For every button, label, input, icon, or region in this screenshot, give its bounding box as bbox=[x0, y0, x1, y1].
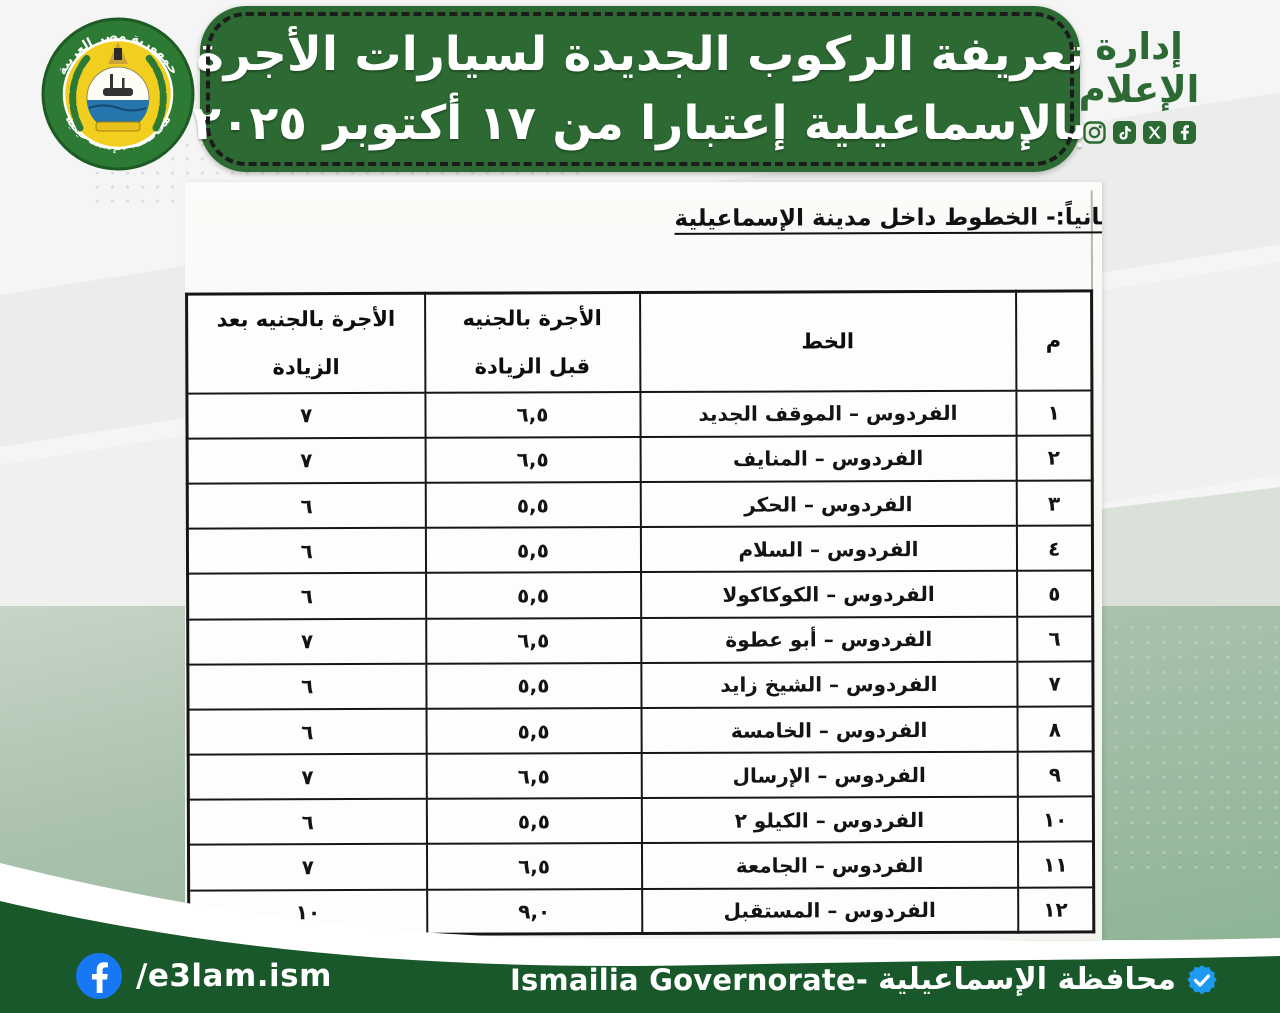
fare-before-cell: ٦,٥ bbox=[424, 391, 641, 438]
route-cell: الفردوس – الكوكاكولا bbox=[640, 571, 1017, 618]
fare-after-cell: ٧ bbox=[186, 392, 426, 439]
row-number-cell: ٨ bbox=[1017, 706, 1094, 752]
fare-after-cell: ٦ bbox=[188, 799, 427, 846]
title-line-2: بالإسماعيلية إعتبارا من ١٧ أكتوبر ٢٠٢٥ bbox=[192, 96, 1088, 151]
media-department-block: إدارة الإعلام bbox=[1024, 25, 1254, 145]
facebook-handle-group[interactable]: /e3lam.ism bbox=[76, 953, 332, 999]
row-number-cell: ٥ bbox=[1016, 570, 1093, 617]
facebook-circle-icon bbox=[76, 953, 122, 999]
fare-table-row: ٦ الفردوس – أبو عطوة ٦,٥ ٧ bbox=[187, 615, 1093, 665]
fare-after-cell: ٦ bbox=[187, 482, 426, 529]
route-cell: الفردوس – الإرسال bbox=[641, 751, 1018, 799]
fare-after-cell: ٦ bbox=[188, 708, 427, 755]
fare-before-cell: ٥,٥ bbox=[426, 707, 642, 754]
fare-table-row: ٥ الفردوس – الكوكاكولا ٥,٥ ٦ bbox=[187, 570, 1093, 620]
row-number-cell: ٧ bbox=[1016, 661, 1094, 707]
row-number-cell: ١ bbox=[1015, 390, 1093, 436]
page-name-english: Ismailia Governorate- bbox=[509, 962, 869, 997]
x-icon[interactable] bbox=[1142, 121, 1166, 145]
footer-bar: /e3lam.ism محافظة الإسماعيلية Ismailia G… bbox=[0, 951, 1280, 1013]
verified-badge-icon bbox=[1187, 964, 1217, 994]
fare-before-cell: ٥,٥ bbox=[425, 662, 642, 709]
row-number-cell: ٤ bbox=[1016, 525, 1093, 572]
fare-before-cell: ٦,٥ bbox=[426, 753, 642, 800]
row-number-cell: ٣ bbox=[1016, 480, 1093, 526]
media-dept-line-1: إدارة bbox=[1095, 25, 1183, 68]
title-banner: تعريفة الركوب الجديدة لسيارات الأجرة بال… bbox=[192, 6, 1088, 172]
row-number-cell: ٢ bbox=[1016, 435, 1093, 481]
fare-table-row: ١٠ الفردوس – الكيلو ٢ ٥,٥ ٦ bbox=[188, 796, 1094, 846]
footer-wave bbox=[0, 863, 1280, 1013]
fare-before-cell: ٥,٥ bbox=[425, 481, 641, 528]
social-icons-row bbox=[1024, 121, 1254, 145]
route-cell: الفردوس – السلام bbox=[640, 525, 1017, 573]
fare-after-cell: ٦ bbox=[187, 663, 427, 710]
governorate-logo: جمهورية مصر العربية محافظة الإسماعيلية bbox=[40, 16, 196, 172]
fare-table-header-row: م الخط الأجرة بالجنيه قبل الزيادة الأجرة… bbox=[186, 290, 1092, 394]
route-cell: الفردوس – الحكر bbox=[640, 480, 1017, 528]
route-cell: الفردوس – الشيخ زايد bbox=[640, 661, 1018, 708]
fare-after-cell: ٦ bbox=[187, 527, 426, 574]
fare-after-cell: ٧ bbox=[187, 618, 426, 665]
route-cell: الفردوس – أبو عطوة bbox=[640, 616, 1017, 663]
scanned-document: ثانياً:- الخطوط داخل مدينة الإسماعيلية م… bbox=[185, 182, 1102, 940]
facebook-icon[interactable] bbox=[1172, 121, 1196, 145]
fare-before-cell: ٦,٥ bbox=[425, 617, 641, 664]
instagram-icon[interactable] bbox=[1082, 121, 1106, 144]
page-name-arabic: محافظة الإسماعيلية bbox=[878, 962, 1176, 997]
fare-table-row: ١ الفردوس – الموقف الجديد ٦,٥ ٧ bbox=[186, 390, 1093, 439]
governorate-page-group[interactable]: محافظة الإسماعيلية Ismailia Governorate- bbox=[510, 962, 1218, 997]
media-dept-line-2: الإعلام bbox=[1078, 67, 1200, 111]
route-cell: الفردوس – المنايف bbox=[640, 435, 1017, 482]
fare-after-cell: ٧ bbox=[188, 753, 427, 800]
fare-table: م الخط الأجرة بالجنيه قبل الزيادة الأجرة… bbox=[185, 289, 1096, 937]
row-number-cell: ١٠ bbox=[1017, 796, 1094, 843]
fare-table-row: ٨ الفردوس – الخامسة ٥,٥ ٦ bbox=[188, 706, 1094, 755]
facebook-handle[interactable]: /e3lam.ism bbox=[136, 958, 332, 994]
route-cell: الفردوس – الخامسة bbox=[641, 706, 1018, 754]
fare-table-row: ٤ الفردوس – السلام ٥,٥ ٦ bbox=[187, 525, 1093, 574]
fare-before-cell: ٥,٥ bbox=[425, 572, 641, 619]
fare-before-cell: ٥,٥ bbox=[426, 798, 642, 845]
governorate-seal-icon: جمهورية مصر العربية محافظة الإسماعيلية bbox=[41, 17, 195, 171]
column-header-route: الخط bbox=[639, 291, 1016, 392]
route-cell: الفردوس – الكيلو ٢ bbox=[641, 796, 1018, 844]
row-number-cell: ٦ bbox=[1016, 615, 1093, 662]
fare-table-row: ٣ الفردوس – الحكر ٥,٥ ٦ bbox=[187, 480, 1093, 529]
title-line-1: تعريفة الركوب الجديدة لسيارات الأجرة bbox=[196, 26, 1084, 82]
fare-after-cell: ٦ bbox=[187, 573, 426, 620]
section-title: ثانياً:- الخطوط داخل مدينة الإسماعيلية bbox=[674, 204, 1102, 232]
row-number-cell: ٩ bbox=[1017, 751, 1094, 797]
column-header-number: م bbox=[1015, 290, 1092, 391]
fare-after-cell: ٧ bbox=[187, 437, 426, 484]
column-header-fare-after: الأجرة بالجنيه بعد الزيادة bbox=[186, 293, 425, 394]
tiktok-icon[interactable] bbox=[1112, 121, 1136, 145]
fare-before-cell: ٥,٥ bbox=[425, 527, 641, 574]
column-header-fare-before: الأجرة بالجنيه قبل الزيادة bbox=[424, 292, 640, 393]
fare-table-row: ٢ الفردوس – المنايف ٦,٥ ٧ bbox=[187, 435, 1093, 484]
route-cell: الفردوس – الموقف الجديد bbox=[639, 390, 1017, 437]
fare-table-row: ٩ الفردوس – الإرسال ٦,٥ ٧ bbox=[188, 751, 1094, 800]
fare-before-cell: ٦,٥ bbox=[425, 436, 641, 483]
fare-table-row: ٧ الفردوس – الشيخ زايد ٥,٥ ٦ bbox=[187, 661, 1094, 710]
